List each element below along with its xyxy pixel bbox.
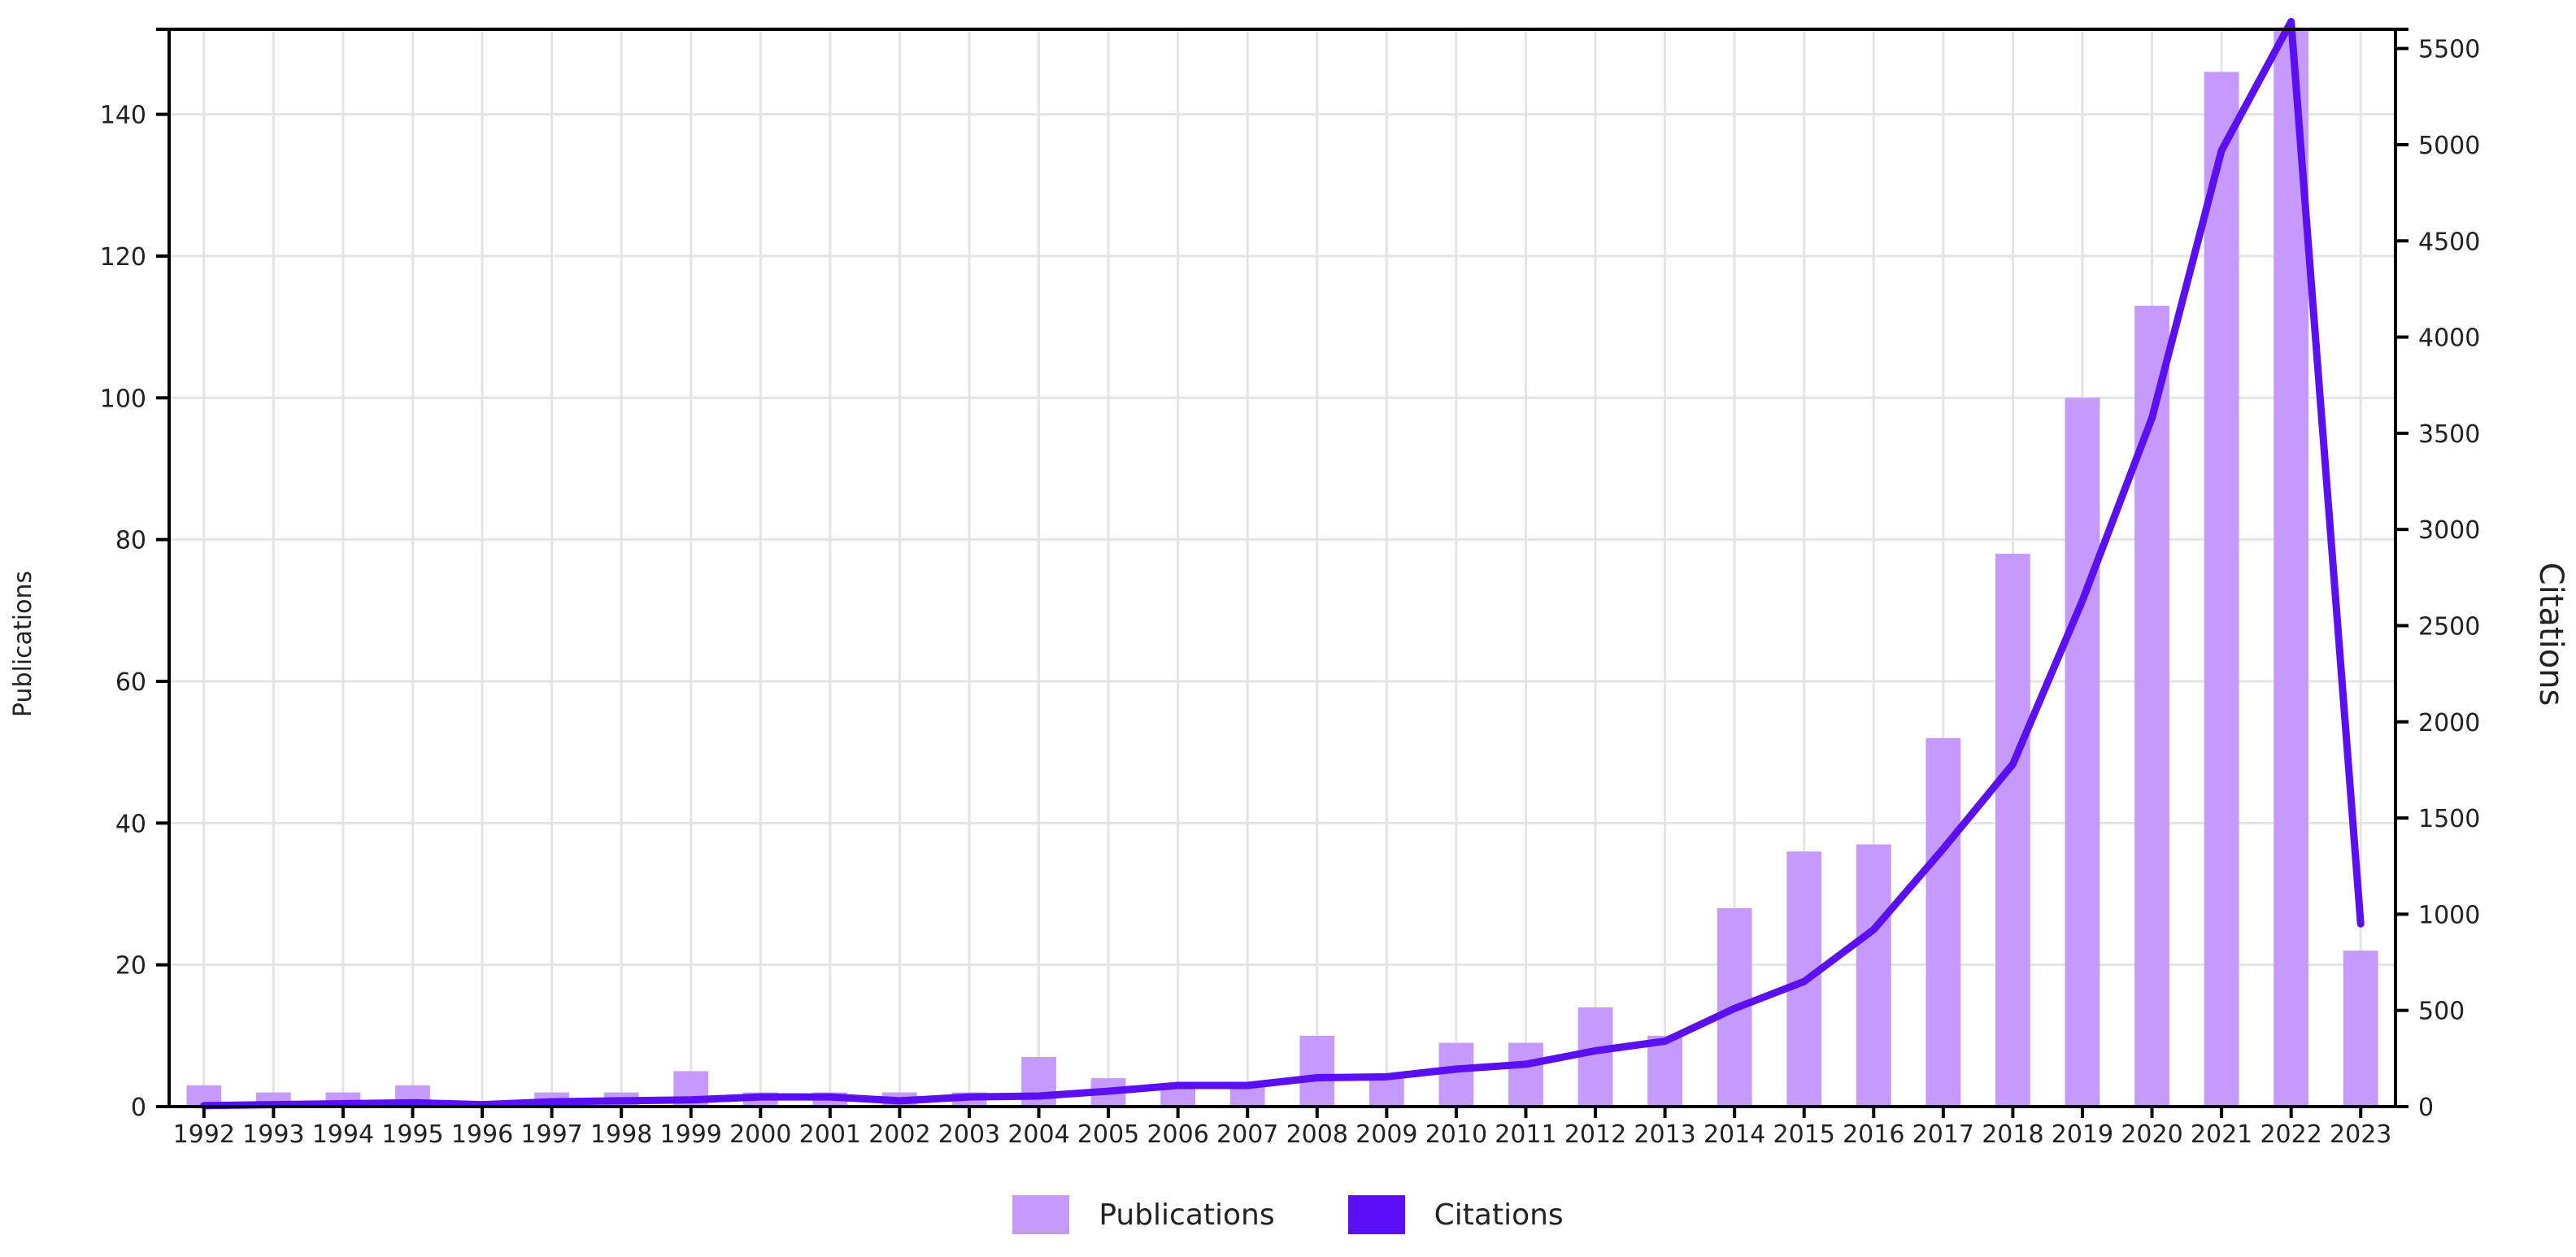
citations-line-group <box>200 18 2365 1110</box>
citations-line <box>200 18 2365 1110</box>
bar-publications-2012 <box>1577 1007 1613 1107</box>
y-left-tick-label: 120 <box>100 243 146 272</box>
y-left-tick-label: 60 <box>115 668 146 697</box>
x-tick-label-2005: 2005 <box>1077 1120 1139 1149</box>
legend-swatch-citations <box>1347 1195 1405 1234</box>
x-tick-label-2018: 2018 <box>1982 1120 2043 1149</box>
x-tick-label-2022: 2022 <box>2260 1120 2321 1149</box>
x-tick-label-2001: 2001 <box>799 1120 861 1149</box>
bar-publications-2023 <box>2343 950 2378 1107</box>
y-left-tick-label: 0 <box>131 1094 146 1122</box>
y-left-tick-label: 40 <box>115 810 146 838</box>
x-tick-label-2003: 2003 <box>938 1120 1000 1149</box>
bar-publications-2008 <box>1299 1035 1335 1107</box>
x-tick-label-1994: 1994 <box>312 1120 374 1149</box>
x-tick-label-2017: 2017 <box>1912 1120 1974 1149</box>
x-tick-label-2023: 2023 <box>2330 1120 2391 1149</box>
legend-item-citations[interactable]: Citations <box>1347 1195 1564 1234</box>
x-tick-label-2020: 2020 <box>2121 1120 2182 1149</box>
x-tick-label-2016: 2016 <box>1843 1120 1904 1149</box>
x-tick-label-2004: 2004 <box>1007 1120 1069 1149</box>
y-right-tick-label: 5000 <box>2418 132 2480 160</box>
y-right-tick-label: 3000 <box>2418 516 2480 545</box>
y-left-tick-label: 140 <box>100 102 146 130</box>
y-right-tick-label: 5500 <box>2418 36 2480 64</box>
legend-item-publications[interactable]: Publications <box>1012 1195 1275 1234</box>
x-tick-label-1995: 1995 <box>381 1120 443 1149</box>
y-left-tick-label: 20 <box>115 952 146 981</box>
x-tick-label-2002: 2002 <box>868 1120 930 1149</box>
bar-publications-2016 <box>1856 844 1891 1107</box>
bar-publications-2017 <box>1925 737 1961 1107</box>
x-tick-label-2007: 2007 <box>1216 1120 1278 1149</box>
bar-publications-2009 <box>1368 1078 1404 1107</box>
x-tick-label-1993: 1993 <box>242 1120 304 1149</box>
y-right-tick-label: 3500 <box>2418 420 2480 449</box>
bar-publications-2019 <box>2065 398 2100 1107</box>
y-right-tick-label: 0 <box>2418 1094 2434 1122</box>
x-tick-label-2021: 2021 <box>2191 1120 2252 1149</box>
publications-bars <box>186 29 2378 1107</box>
y-left-tick-label: 80 <box>115 527 146 555</box>
x-tick-label-2019: 2019 <box>2052 1120 2113 1149</box>
bar-publications-2018 <box>1995 554 2030 1107</box>
x-tick-label-1996: 1996 <box>451 1120 513 1149</box>
bar-publications-2013 <box>1647 1035 1682 1107</box>
chart-legend: Publications Citations <box>0 1195 2576 1234</box>
y-right-tick-label: 1500 <box>2418 805 2480 833</box>
bar-publications-2011 <box>1508 1042 1543 1107</box>
y-left-tick-label: 100 <box>100 385 146 413</box>
x-tick-label-1992: 1992 <box>173 1120 235 1149</box>
axes: 0 20 40 60 80 100 120 140 0 500 1000 1500 2000 2500 30… <box>100 28 2480 1149</box>
x-tick-label-2009: 2009 <box>1355 1120 1417 1149</box>
x-tick-label-2006: 2006 <box>1147 1120 1208 1149</box>
x-tick-label-2012: 2012 <box>1564 1120 1626 1149</box>
x-tick-label-2010: 2010 <box>1425 1120 1487 1149</box>
y-right-tick-label: 2000 <box>2418 709 2480 737</box>
y-right-tick-label: 4000 <box>2418 324 2480 353</box>
x-tick-label-2011: 2011 <box>1495 1120 1556 1149</box>
bar-publications-2021 <box>2204 72 2239 1107</box>
x-tick-label-2008: 2008 <box>1286 1120 1348 1149</box>
x-tick-label-2013: 2013 <box>1634 1120 1695 1149</box>
y-right-tick-label: 1000 <box>2418 901 2480 929</box>
y-axis-left-title: Publications <box>9 571 37 717</box>
x-tick-label-2014: 2014 <box>1704 1120 1765 1149</box>
x-tick-label-2015: 2015 <box>1773 1120 1835 1149</box>
grid-lines <box>169 29 2395 1107</box>
x-tick-label-1998: 1998 <box>590 1120 652 1149</box>
legend-label-publications: Publications <box>1099 1198 1275 1232</box>
x-tick-label-2000: 2000 <box>729 1120 791 1149</box>
legend-label-citations: Citations <box>1434 1198 1564 1232</box>
bar-publications-2010 <box>1438 1042 1474 1107</box>
x-tick-label-1997: 1997 <box>520 1120 582 1149</box>
x-tick-label-1999: 1999 <box>660 1120 722 1149</box>
legend-swatch-publications <box>1012 1195 1070 1234</box>
y-right-tick-label: 500 <box>2418 998 2465 1026</box>
y-right-tick-label: 2500 <box>2418 612 2480 641</box>
y-right-tick-label: 4500 <box>2418 228 2480 256</box>
y-axis-right-title: Citations <box>2532 563 2569 707</box>
